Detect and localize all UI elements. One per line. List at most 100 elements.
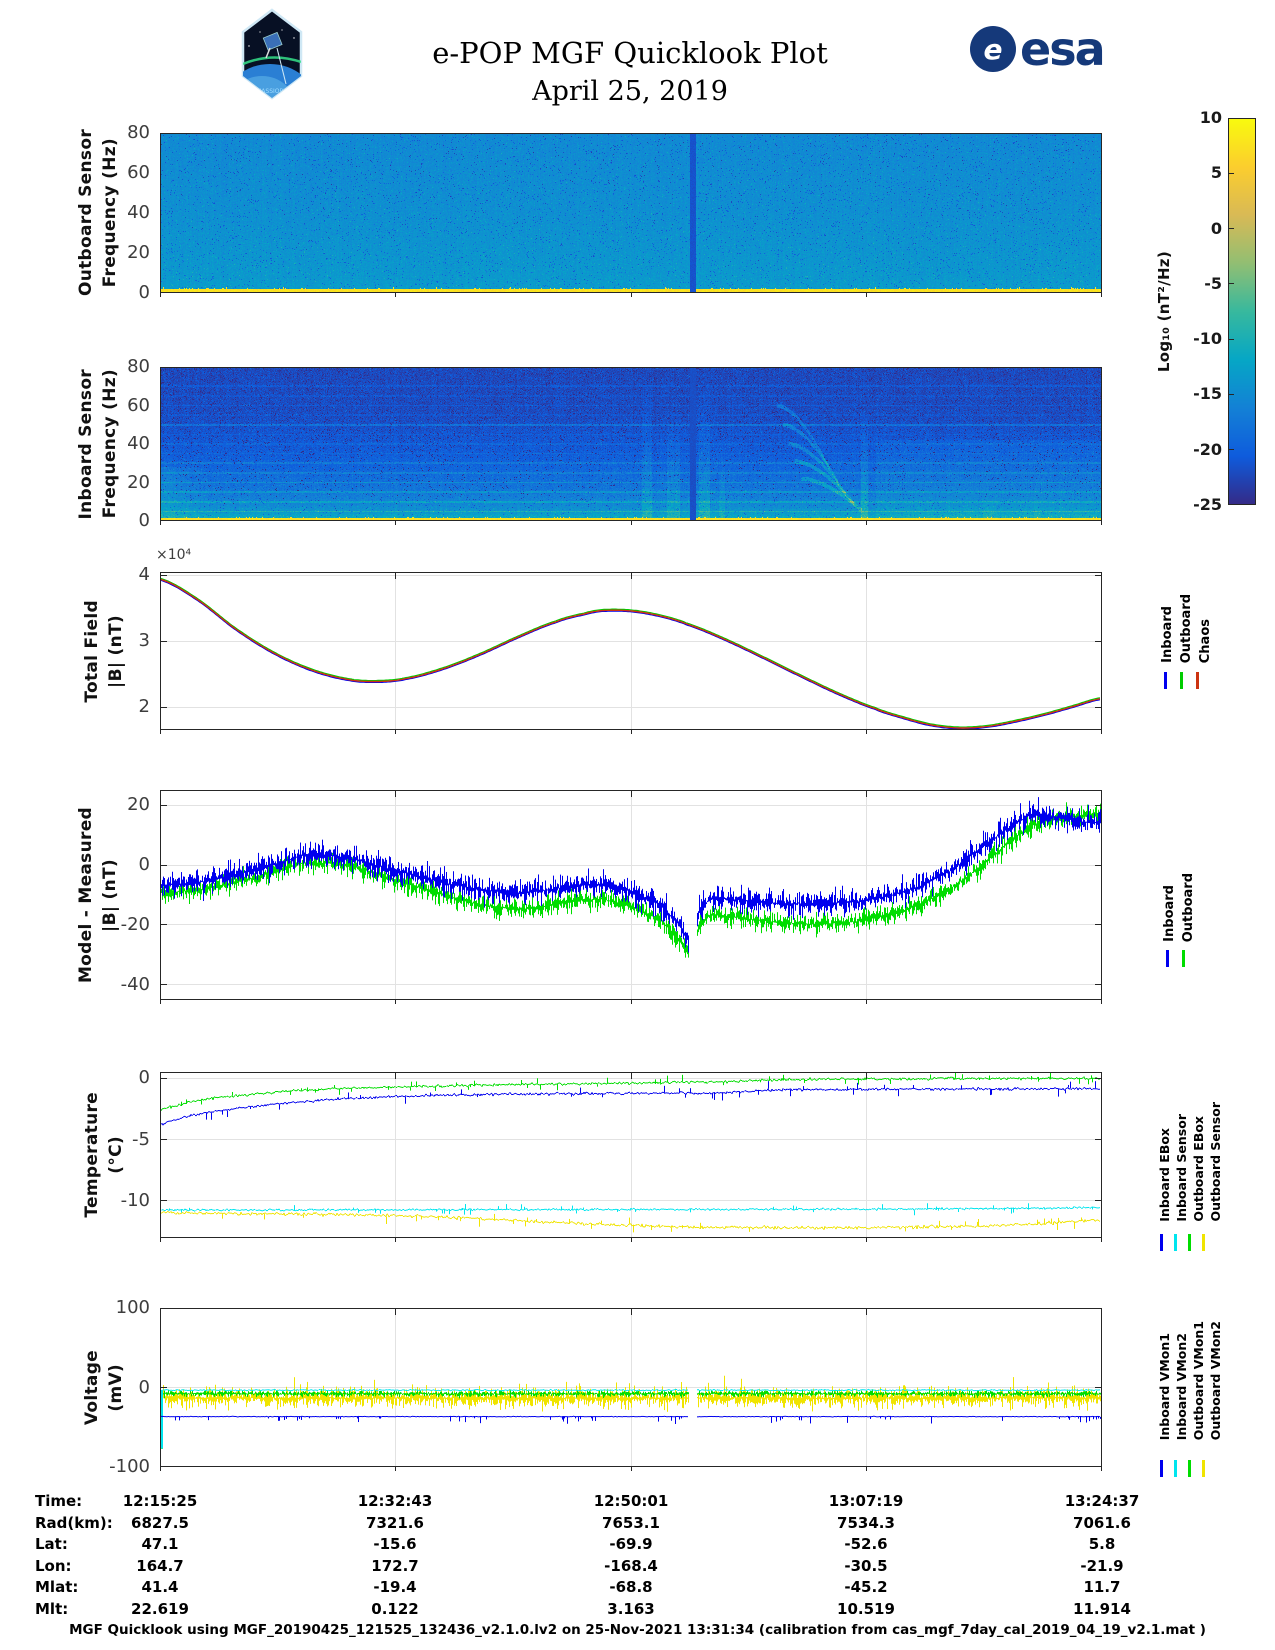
table-cell: 5.8 bbox=[1088, 1535, 1116, 1553]
y-tick-label: 0 bbox=[138, 1377, 150, 1398]
table-row-label: Rad(km): bbox=[35, 1514, 113, 1532]
table-cell: 12:15:25 bbox=[122, 1492, 198, 1510]
y-tick-label: 0 bbox=[138, 1067, 150, 1088]
page-subtitle-date: April 25, 2019 bbox=[532, 76, 728, 107]
table-cell: -19.4 bbox=[373, 1578, 417, 1596]
table-cell: 6827.5 bbox=[131, 1514, 189, 1532]
footer-provenance-text: MGF Quicklook using MGF_20190425_121525_… bbox=[69, 1622, 1206, 1638]
table-cell: 7061.6 bbox=[1073, 1514, 1131, 1532]
y-tick-label: 0 bbox=[138, 282, 150, 303]
legend-label: Outboard Sensor bbox=[1208, 1102, 1223, 1222]
table-cell: 7534.3 bbox=[837, 1514, 895, 1532]
table-cell: -68.8 bbox=[609, 1578, 653, 1596]
legend-color-sample bbox=[1196, 672, 1199, 689]
y-tick-label: 2 bbox=[138, 696, 150, 717]
outboard-spectrogram-canvas bbox=[160, 133, 1102, 298]
legend-color-sample bbox=[1160, 1234, 1163, 1251]
total-field-legend: Inboard Outboard Chaos bbox=[1160, 575, 1213, 663]
ylabel-text: Inboard Sensor bbox=[76, 368, 96, 520]
legend-label: Outboard VMon1 bbox=[1191, 1320, 1206, 1440]
temperature-canvas bbox=[160, 1072, 1102, 1243]
colorbar-title: Log₁₀ (nT²/Hz) bbox=[1152, 118, 1176, 505]
table-row-label: Time: bbox=[35, 1492, 83, 1510]
exponent-label: ×10⁴ bbox=[156, 547, 192, 563]
table-cell: -15.6 bbox=[373, 1535, 417, 1553]
table-row-label: Mlat: bbox=[35, 1578, 79, 1596]
model-measured-ylabel-line1: Model - Measured bbox=[74, 790, 98, 1000]
y-tick-label: 20 bbox=[127, 242, 150, 263]
legend-label: Chaos bbox=[1198, 618, 1213, 663]
esa-logo: e esa bbox=[970, 22, 1106, 76]
esa-wordmark: esa bbox=[1020, 22, 1106, 76]
colorbar-tick-label: 10 bbox=[1199, 108, 1222, 127]
total-field-legend-samples bbox=[1164, 672, 1199, 689]
page-title: e-POP MGF Quicklook Plot bbox=[432, 36, 828, 70]
y-tick-label: 0 bbox=[138, 854, 150, 875]
y-tick-label: 40 bbox=[127, 433, 150, 454]
table-cell: 12:32:43 bbox=[357, 1492, 433, 1510]
legend-color-sample bbox=[1160, 1460, 1163, 1477]
colorbar-tick-label: 0 bbox=[1210, 219, 1222, 238]
table-cell: 11.914 bbox=[1073, 1600, 1131, 1618]
y-tick-label: 3 bbox=[138, 630, 150, 651]
model-measured-legend-samples bbox=[1166, 950, 1185, 967]
table-cell: 12:50:01 bbox=[593, 1492, 669, 1510]
model-measured-canvas bbox=[160, 790, 1102, 1005]
colorbar-canvas bbox=[1228, 118, 1256, 505]
ylabel-text: |B| (nT) bbox=[106, 614, 126, 688]
temperature-legend: Inboard EBox Inboard Sensor Outboard EBo… bbox=[1157, 1058, 1223, 1222]
voltage-legend: Inboard VMon1 Inboard VMon2 Outboard VMo… bbox=[1157, 1298, 1223, 1440]
table-cell: 22.619 bbox=[131, 1600, 189, 1618]
legend-label: Inboard bbox=[1162, 885, 1177, 942]
colorbar-title-text: Log₁₀ (nT²/Hz) bbox=[1155, 250, 1173, 373]
total-field-canvas bbox=[160, 572, 1102, 735]
colorbar-tick-label: -15 bbox=[1193, 384, 1222, 403]
table-cell: 11.7 bbox=[1083, 1578, 1121, 1596]
legend-color-sample bbox=[1174, 1460, 1177, 1477]
legend-label: Inboard VMon1 bbox=[1157, 1332, 1172, 1440]
table-cell: 41.4 bbox=[141, 1578, 179, 1596]
table-cell: 13:24:37 bbox=[1064, 1492, 1140, 1510]
legend-label: Inboard VMon2 bbox=[1174, 1332, 1189, 1440]
table-cell: 172.7 bbox=[371, 1557, 419, 1575]
voltage-legend-samples bbox=[1160, 1460, 1205, 1477]
table-cell: 164.7 bbox=[136, 1557, 184, 1575]
table-cell: 47.1 bbox=[141, 1535, 179, 1553]
legend-color-sample bbox=[1188, 1234, 1191, 1251]
table-cell: 7653.1 bbox=[602, 1514, 660, 1532]
colorbar-tick-label: -25 bbox=[1193, 495, 1222, 514]
cassiope-mission-patch-icon: CASSIOPE bbox=[241, 8, 303, 100]
table-cell: -21.9 bbox=[1080, 1557, 1124, 1575]
y-tick-label: 60 bbox=[127, 395, 150, 416]
inboard-spectrogram-canvas bbox=[160, 367, 1102, 526]
colorbar-tick-label: -20 bbox=[1193, 440, 1222, 459]
colorbar-tick-label: -5 bbox=[1204, 274, 1222, 293]
table-row-label: Lon: bbox=[35, 1557, 72, 1575]
legend-color-sample bbox=[1182, 950, 1185, 967]
temperature-ylabel-line1: Temperature bbox=[80, 1072, 104, 1238]
legend-label: Inboard Sensor bbox=[1174, 1114, 1189, 1222]
table-cell: -30.5 bbox=[844, 1557, 888, 1575]
legend-label: Inboard EBox bbox=[1157, 1128, 1172, 1222]
legend-color-sample bbox=[1174, 1234, 1177, 1251]
y-tick-label: -10 bbox=[120, 1190, 150, 1211]
table-row-label: Lat: bbox=[35, 1535, 68, 1553]
table-cell: -45.2 bbox=[844, 1578, 888, 1596]
y-tick-label: 40 bbox=[127, 202, 150, 223]
table-cell: 0.122 bbox=[371, 1600, 419, 1618]
y-tick-label: 4 bbox=[138, 564, 150, 585]
y-tick-label: 100 bbox=[115, 1297, 150, 1318]
model-measured-legend: Inboard Outboard bbox=[1162, 792, 1196, 942]
ylabel-text: Model - Measured bbox=[76, 806, 96, 984]
table-cell: 10.519 bbox=[837, 1600, 895, 1618]
table-cell: -168.4 bbox=[604, 1557, 658, 1575]
legend-color-sample bbox=[1188, 1460, 1191, 1477]
y-tick-label: 0 bbox=[138, 510, 150, 531]
legend-label: Outboard VMon2 bbox=[1208, 1320, 1223, 1440]
table-cell: 3.163 bbox=[607, 1600, 655, 1618]
legend-label: Outboard bbox=[1181, 872, 1196, 942]
y-tick-label: -5 bbox=[132, 1129, 150, 1150]
colorbar-tick-label: -10 bbox=[1193, 329, 1222, 348]
temperature-legend-samples bbox=[1160, 1234, 1205, 1251]
